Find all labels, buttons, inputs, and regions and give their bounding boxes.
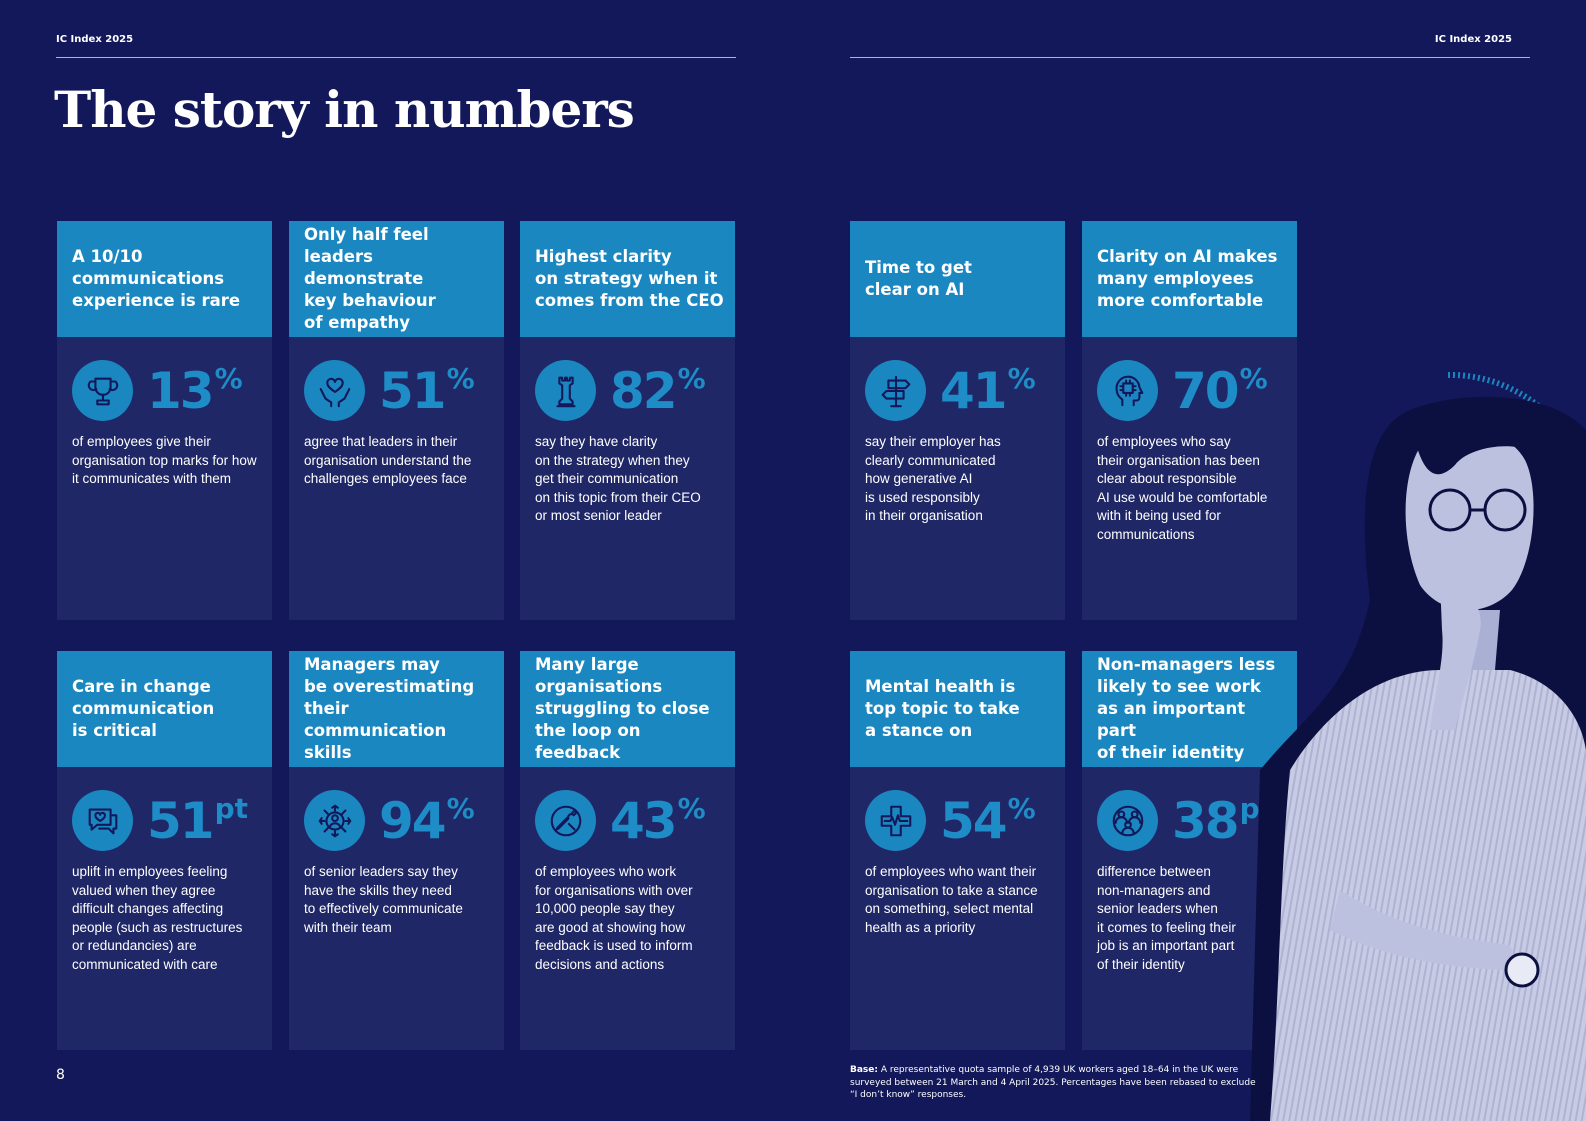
- signpost-icon: [865, 360, 926, 421]
- stat-card-leader-empathy: Only half feel leaders demonstrate key b…: [289, 221, 504, 620]
- card-heading: Only half feel leaders demonstrate key b…: [304, 225, 436, 332]
- footnote: Base: A representative quota sample of 4…: [850, 1064, 1260, 1102]
- card-header: Many large organisations struggling to c…: [520, 651, 735, 767]
- stat-unit: %: [214, 361, 243, 395]
- stat-number: 51: [379, 361, 447, 420]
- chat-heart-icon: [72, 790, 133, 851]
- person-arrows-icon: [304, 790, 365, 851]
- stat-number: 82: [610, 361, 678, 420]
- stat-card-mental-health: Mental health is top topic to take a sta…: [850, 651, 1065, 1050]
- stat-row: 41 %: [850, 337, 1065, 429]
- stat-value: 51 %: [379, 361, 475, 420]
- stat-value: 51 pt: [147, 791, 249, 850]
- stat-card-feedback-loop: Many large organisations struggling to c…: [520, 651, 735, 1050]
- stat-number: 43: [610, 791, 678, 850]
- stat-card-ceo-clarity: Highest clarity on strategy when it come…: [520, 221, 735, 620]
- trophy-icon: [72, 360, 133, 421]
- card-description: of employees who want their organisation…: [865, 864, 1038, 935]
- card-description: of employees who say their organisation …: [1097, 434, 1268, 542]
- stat-unit: %: [677, 361, 706, 395]
- card-heading: Mental health is top topic to take a sta…: [865, 677, 1020, 740]
- stat-unit: %: [446, 791, 475, 825]
- card-description: of employees give their organisation top…: [72, 434, 257, 486]
- stat-row: 54 %: [850, 767, 1065, 859]
- stat-row: 51 %: [289, 337, 504, 429]
- medical-cross-icon: [865, 790, 926, 851]
- stat-value: 70 %: [1172, 361, 1268, 420]
- card-header: Mental health is top topic to take a sta…: [850, 651, 1065, 767]
- card-header: Care in change communication is critical: [57, 651, 272, 767]
- card-description: uplift in employees feeling valued when …: [72, 864, 243, 972]
- stat-row: 94 %: [289, 767, 504, 859]
- stat-unit: %: [446, 361, 475, 395]
- footnote-text: A representative quota sample of 4,939 U…: [850, 1065, 1256, 1100]
- header-divider-right: [850, 57, 1530, 58]
- card-description: of employees who work for organisations …: [535, 864, 693, 972]
- stat-number: 51: [147, 791, 215, 850]
- stat-unit: %: [1239, 361, 1268, 395]
- card-header: Time to get clear on AI: [850, 221, 1065, 337]
- chess-rook-icon: [535, 360, 596, 421]
- stat-card-manager-skills: Managers may be overestimating their com…: [289, 651, 504, 1050]
- stat-card-change-communication: Care in change communication is critical…: [57, 651, 272, 1050]
- stat-unit: %: [1007, 791, 1036, 825]
- stat-value: 43 %: [610, 791, 706, 850]
- card-description: say their employer has clearly communica…: [865, 434, 1001, 523]
- stat-row: 13 %: [57, 337, 272, 429]
- stat-card-ai-clarity: Time to get clear on AI 41 % say their e…: [850, 221, 1065, 620]
- stat-number: 94: [379, 791, 447, 850]
- card-header: Highest clarity on strategy when it come…: [520, 221, 735, 337]
- stat-row: 43 %: [520, 767, 735, 859]
- header-divider-left: [56, 57, 736, 58]
- stat-row: 82 %: [520, 337, 735, 429]
- card-header: Managers may be overestimating their com…: [289, 651, 504, 767]
- stat-row: 70 %: [1082, 337, 1297, 429]
- stat-value: 54 %: [940, 791, 1036, 850]
- card-heading: Clarity on AI makes many employees more …: [1097, 247, 1278, 310]
- stat-number: 54: [940, 791, 1008, 850]
- card-heading: Care in change communication is critical: [72, 677, 215, 740]
- woman-thinking-photo: [1250, 370, 1586, 1121]
- card-heading: Highest clarity on strategy when it come…: [535, 247, 724, 310]
- card-header: Clarity on AI makes many employees more …: [1082, 221, 1297, 337]
- card-header: A 10/10 communications experience is rar…: [57, 221, 272, 337]
- stat-unit: pt: [214, 791, 249, 825]
- stat-number: 38: [1172, 791, 1240, 850]
- card-header: Only half feel leaders demonstrate key b…: [289, 221, 504, 337]
- card-description: say they have clarity on the strategy wh…: [535, 434, 701, 523]
- card-description: agree that leaders in their organisation…: [304, 434, 472, 486]
- stat-value: 41 %: [940, 361, 1036, 420]
- stat-unit: %: [677, 791, 706, 825]
- card-heading: Non-managers less likely to see work as …: [1097, 655, 1276, 762]
- running-header-left: IC Index 2025: [56, 34, 134, 45]
- stat-card-communications-experience: A 10/10 communications experience is rar…: [57, 221, 272, 620]
- stat-value: 94 %: [379, 791, 475, 850]
- stat-card-ai-comfort: Clarity on AI makes many employees more …: [1082, 221, 1297, 620]
- stat-number: 41: [940, 361, 1008, 420]
- card-header: Non-managers less likely to see work as …: [1082, 651, 1297, 767]
- card-description: difference between non-managers and seni…: [1097, 864, 1236, 972]
- running-header-right: IC Index 2025: [1434, 34, 1512, 45]
- footnote-label: Base:: [850, 1065, 878, 1075]
- people-group-icon: [1097, 790, 1158, 851]
- stat-row: 51 pt: [57, 767, 272, 859]
- page-number: 8: [56, 1067, 65, 1083]
- stat-value: 13 %: [147, 361, 243, 420]
- card-heading: Many large organisations struggling to c…: [535, 655, 710, 762]
- stat-value: 38 pt: [1172, 791, 1273, 850]
- stat-unit: %: [1007, 361, 1036, 395]
- card-description: of senior leaders say they have the skil…: [304, 864, 463, 935]
- card-heading: Managers may be overestimating their com…: [304, 655, 475, 762]
- stat-number: 13: [147, 361, 215, 420]
- heart-hands-icon: [304, 360, 365, 421]
- page-title: The story in numbers: [54, 80, 635, 139]
- card-heading: Time to get clear on AI: [865, 258, 972, 299]
- feedback-loop-icon: [535, 790, 596, 851]
- stat-value: 82 %: [610, 361, 706, 420]
- card-heading: A 10/10 communications experience is rar…: [72, 247, 241, 310]
- stat-number: 70: [1172, 361, 1240, 420]
- stat-row: 38 pt: [1082, 767, 1297, 859]
- head-chip-icon: [1097, 360, 1158, 421]
